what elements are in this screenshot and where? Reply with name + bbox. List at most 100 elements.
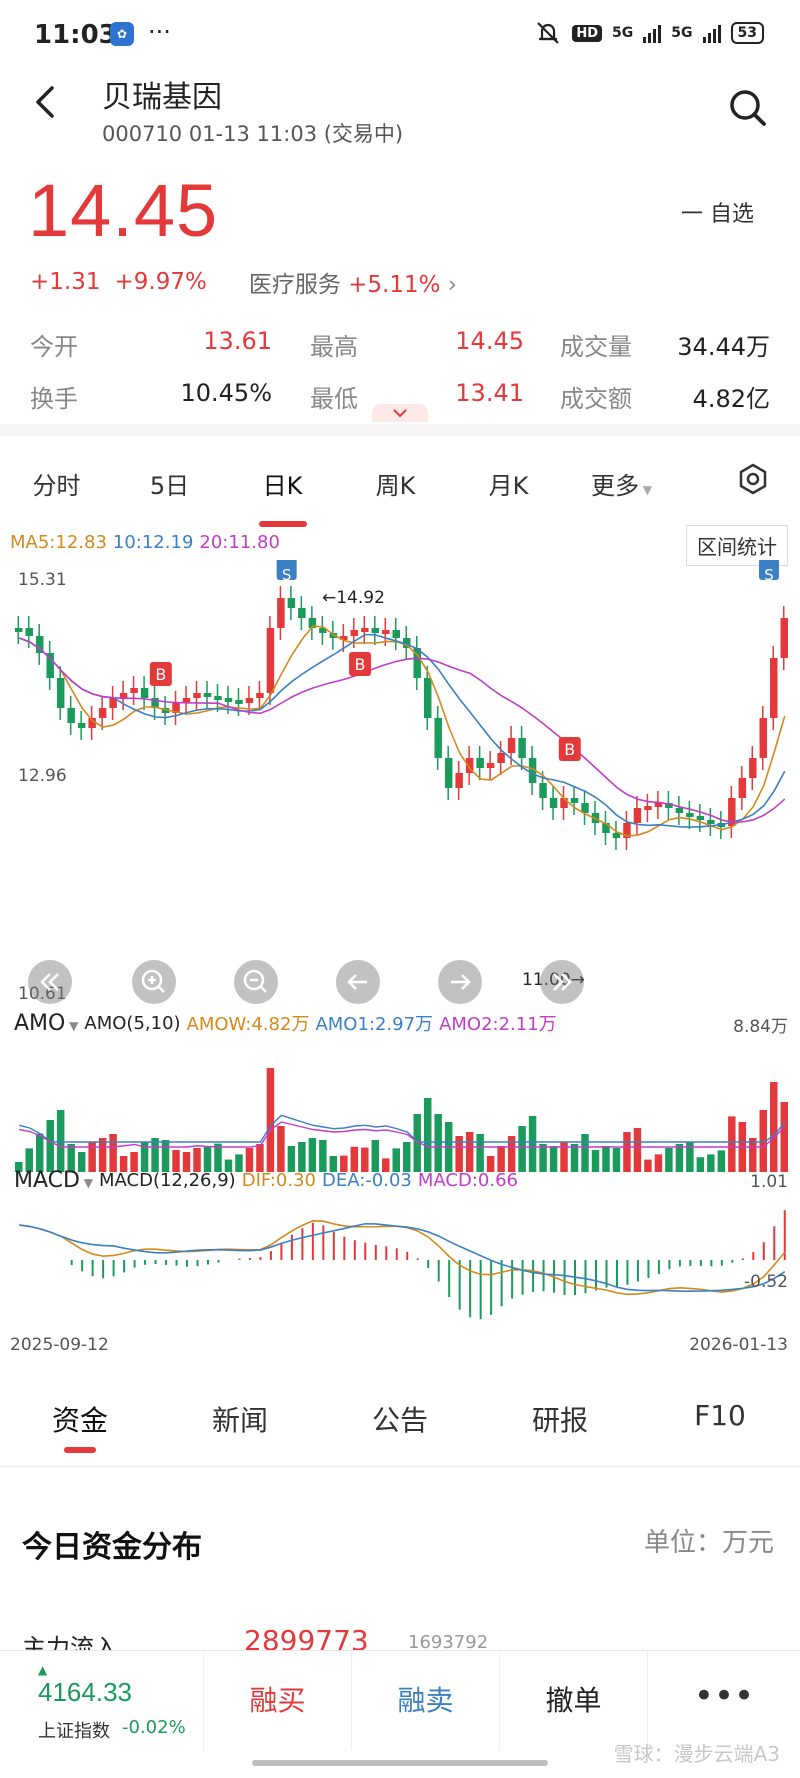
tab-more[interactable]: 更多 ▼ [590, 471, 653, 500]
amow-value: AMOW:4.82万 [186, 1014, 310, 1035]
dea-value: DEA:-0.03 [322, 1170, 412, 1191]
fast-rewind-button[interactable] [28, 960, 72, 1004]
volume-bar [319, 1140, 327, 1172]
volume-bar [486, 1156, 495, 1172]
candle-body [361, 628, 369, 632]
volume-bar [277, 1126, 285, 1172]
add-watchlist-button[interactable]: 一 自选 [681, 202, 754, 227]
search-icon[interactable] [726, 86, 770, 130]
sector-change: +5.11% [348, 272, 441, 298]
settings-gear-icon[interactable] [736, 462, 770, 496]
unit-label: 单位：万元 [643, 1528, 774, 1558]
bottom-action-bar: ▲ 4164.33 上证指数 -0.02% 融买 融卖 撤单 ••• [0, 1650, 800, 1751]
volume-bar [612, 1148, 621, 1172]
candle-body [665, 803, 673, 808]
expand-chevron-icon[interactable] [372, 404, 428, 422]
volume-bar [25, 1148, 33, 1172]
candle-body [633, 808, 642, 823]
candle-body [350, 630, 359, 636]
volume-bar [644, 1159, 652, 1172]
tab-5day[interactable]: 5日 [149, 471, 190, 500]
margin-sell-button[interactable]: 融卖 [352, 1651, 500, 1750]
candle-body [749, 758, 757, 778]
tab-weekly-k[interactable]: 周K [375, 471, 416, 500]
zoom-in-button[interactable] [132, 960, 176, 1004]
candle-body [654, 803, 663, 807]
sell-signal-text: S [282, 566, 292, 584]
volume-bar [15, 1162, 23, 1172]
volume-bar [654, 1154, 663, 1172]
amo1-value: AMO1:2.97万 [315, 1014, 434, 1035]
volume-bar [707, 1154, 715, 1172]
tab-news[interactable]: 新闻 [211, 1404, 268, 1437]
tab-intraday[interactable]: 分时 [32, 471, 81, 500]
secondary-value: 1693792 [408, 1632, 489, 1653]
fast-forward-button[interactable] [540, 960, 584, 1004]
cancel-order-button[interactable]: 撤单 [500, 1651, 648, 1750]
volume-bar [287, 1146, 296, 1172]
pan-left-button[interactable] [336, 960, 380, 1004]
volume-bar [46, 1120, 54, 1172]
candle-body [770, 658, 778, 718]
tab-capital[interactable]: 资金 [0, 1385, 160, 1465]
volume-bar [193, 1148, 201, 1172]
zoom-out-button[interactable] [234, 960, 278, 1004]
status-bar: 11:03 ✿ ··· HD 5G 5G 53 [0, 0, 800, 70]
back-arrow-icon[interactable] [24, 80, 68, 124]
y-axis-top: 15.31 [18, 570, 67, 590]
candle-body [392, 630, 400, 638]
arrow-right-icon [451, 974, 471, 990]
y-axis-low: 10.61 [18, 984, 67, 1004]
volume-bar [182, 1152, 191, 1172]
buy-signal-marker [349, 652, 372, 676]
home-indicator [252, 1760, 548, 1766]
date-end-label: 2026-01-13 [689, 1335, 788, 1355]
status-more-dots: ··· [148, 18, 171, 46]
zoom-in-icon [141, 969, 165, 993]
kline-chart: S S B B B [15, 558, 788, 1320]
dif-value: DIF:0.30 [241, 1170, 316, 1191]
volume-bar [109, 1134, 117, 1172]
index-ticker[interactable]: ▲ 4164.33 上证指数 -0.02% [0, 1651, 204, 1751]
pan-right-button[interactable] [438, 960, 482, 1004]
candle-body [319, 628, 327, 633]
volume-bar [140, 1142, 149, 1172]
candle-body [423, 678, 432, 718]
candle-body [287, 598, 296, 608]
candle-body [539, 783, 547, 798]
network-label-2: 5G [671, 25, 693, 41]
macd-indicator-selector[interactable]: MACD ▼ [14, 1168, 93, 1193]
ma5-label: MA5:12.83 [10, 532, 107, 553]
status-time: 11:03 [34, 20, 117, 50]
tab-daily-k[interactable]: 日K [226, 466, 339, 527]
volume-bar [665, 1148, 673, 1172]
volume-bar [77, 1152, 86, 1172]
kline-chart-area[interactable]: S S B B B 15.31 12.96 10.61 ←14.92 11.00→ 8.… [0, 558, 800, 1360]
candle-body [581, 803, 589, 813]
candle-body [308, 618, 317, 628]
stock-name: 贝瑞基因 [102, 80, 222, 115]
volume-bar [686, 1142, 694, 1172]
volume-bar [308, 1138, 317, 1172]
y-axis-mid: 12.96 [18, 766, 67, 786]
app-notification-icon: ✿ [110, 22, 134, 46]
signal-icon-1 [643, 23, 662, 43]
tab-announcements[interactable]: 公告 [371, 1404, 428, 1437]
tab-monthly-k[interactable]: 月K [488, 471, 529, 500]
amo-indicator-selector[interactable]: AMO ▼ [14, 1010, 79, 1036]
more-options-button[interactable]: ••• [693, 1676, 755, 1716]
volume-bar [56, 1110, 65, 1172]
margin-buy-button[interactable]: 融买 [204, 1651, 352, 1750]
tab-research[interactable]: 研报 [531, 1404, 588, 1437]
candle-body [119, 693, 128, 698]
candle-body [549, 798, 558, 808]
high-price-marker: ←14.92 [322, 588, 385, 608]
sector-link[interactable]: 医疗服务 +5.11% › [249, 265, 457, 299]
volume-bar [235, 1154, 243, 1172]
sell-signal-marker [276, 558, 297, 580]
triangle-up-icon: ▲ [38, 1663, 48, 1677]
volume-bar [434, 1114, 442, 1172]
amo2-line [19, 1121, 786, 1148]
candle-body [707, 820, 715, 824]
tab-f10[interactable]: F10 [694, 1399, 746, 1432]
